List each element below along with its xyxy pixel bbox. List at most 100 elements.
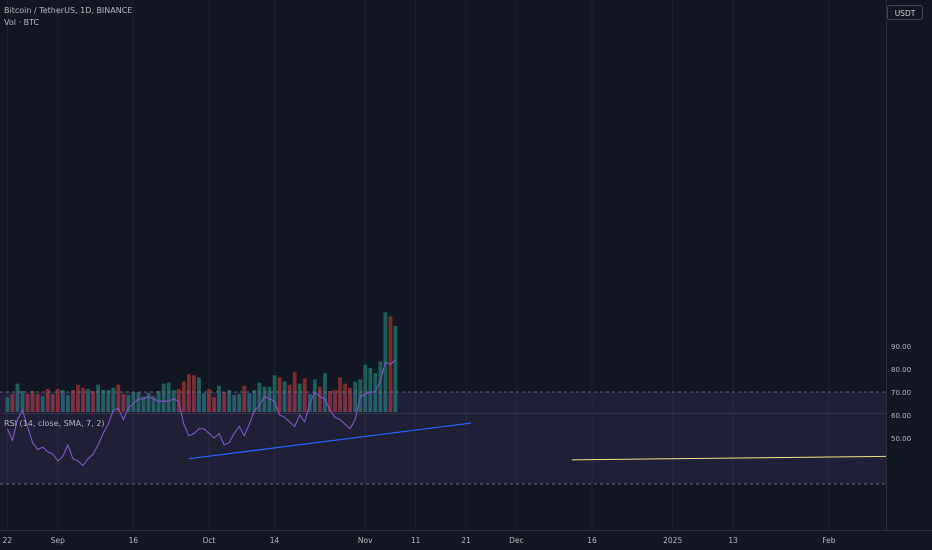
volume-bar [71, 389, 75, 412]
rsi-line [6, 359, 396, 467]
time-tick-label: Dec [509, 536, 524, 545]
symbol-title: Bitcoin / TetherUS, 1D, BINANCE [4, 6, 133, 15]
volume-bar [317, 386, 322, 412]
volume-bar [20, 391, 25, 412]
volume-bar [166, 382, 171, 412]
volume-bar [171, 389, 176, 412]
volume-bar [338, 377, 342, 412]
time-tick-label: 2025 [663, 536, 682, 545]
time-tick-label: 14 [270, 536, 280, 545]
volume-bar [217, 385, 221, 412]
volume-bar [227, 389, 232, 412]
rsi-pane[interactable] [0, 359, 887, 485]
volume-bar [126, 395, 131, 412]
rsi-projection-line [571, 455, 887, 461]
volume-bar [363, 364, 368, 412]
volume-bar [343, 383, 347, 412]
volume-bar [297, 383, 302, 412]
time-tick-label: Feb [822, 536, 836, 545]
time-axis[interactable]: 22 Sep 16 Oct 14 Nov 11 21 Dec 16 2025 13 Feb [3, 536, 836, 545]
volume-bar [55, 388, 60, 412]
volume-bar [30, 391, 35, 412]
volume-bar [212, 397, 216, 412]
volume-bar [353, 381, 358, 412]
volume-bar [136, 392, 141, 412]
volume-bar [197, 377, 201, 412]
volume-bar [146, 393, 151, 412]
rsi-tick-label: 50.00 [891, 435, 911, 443]
volume-bar [25, 394, 30, 412]
volume-bar [81, 387, 85, 412]
volume-bar [237, 394, 242, 412]
time-tick-label: 22 [3, 536, 13, 545]
volume-bar [131, 392, 136, 412]
time-tick-label: 11 [411, 536, 421, 545]
volume-bar [111, 387, 116, 412]
volume-bar [96, 384, 101, 412]
volume-bar [348, 387, 353, 412]
volume-bar [378, 361, 383, 412]
volume-bar [257, 382, 262, 412]
volume-bar [161, 383, 166, 412]
volume-bar [5, 397, 10, 412]
volume-bar [277, 377, 282, 412]
volume-bar [86, 388, 90, 412]
volume-bar [287, 384, 292, 412]
volume-bar [323, 373, 327, 412]
volume-bar [181, 381, 186, 412]
volume-bar [186, 374, 191, 412]
volume-bar [262, 386, 267, 412]
volume-bar [116, 384, 121, 412]
time-tick-label: 16 [587, 536, 597, 545]
volume-bar [65, 395, 70, 412]
volume-bar [202, 393, 206, 412]
volume-bar [151, 396, 156, 412]
price-axis[interactable]: 104,000.0096,000.0091,000.0086,000.0082,… [887, 0, 932, 443]
volume-bar [242, 385, 247, 412]
volume-bar [282, 381, 287, 412]
volume-bar [50, 394, 55, 412]
volume-bar [35, 394, 40, 412]
volume-bar [393, 325, 398, 412]
volume-bar [252, 389, 257, 412]
volume-bar [106, 389, 111, 412]
volume-legend: Vol · BTC [4, 18, 40, 27]
volume-bar [121, 394, 126, 412]
volume-bar [10, 394, 15, 412]
volume-bar [232, 395, 237, 412]
volume-bar [91, 391, 95, 412]
volume-bar [141, 396, 146, 412]
volume-bar [368, 367, 373, 412]
volume-bar [191, 375, 196, 412]
volume-bar [40, 396, 45, 412]
rsi-band-fill [0, 392, 886, 484]
rsi-trend-line [188, 422, 472, 460]
volume-bar [333, 389, 337, 412]
volume-bar [272, 375, 277, 412]
time-tick-label: 16 [129, 536, 139, 545]
volume-bar [76, 384, 80, 412]
volume-bar [45, 388, 50, 412]
time-tick-label: Sep [51, 536, 65, 545]
volume-bar [60, 389, 65, 412]
volume-bar [101, 389, 106, 412]
volume-bar [176, 388, 181, 412]
volume-bar [222, 392, 227, 412]
volume-bar [302, 378, 307, 412]
volume-bars [5, 312, 398, 412]
time-tick-label: Nov [358, 536, 373, 545]
volume-bar [373, 373, 378, 412]
rsi-tick-label: 70.00 [891, 389, 911, 397]
time-tick-label: 21 [461, 536, 471, 545]
rsi-tick-label: 90.00 [891, 343, 911, 351]
volume-bar [328, 391, 332, 412]
volume-bar [312, 379, 317, 412]
rsi-legend: RSI (14, close, SMA, 7, 2) [4, 419, 105, 428]
time-tick-label: 13 [728, 536, 738, 545]
volume-bar [247, 393, 252, 412]
volume-bar [15, 383, 20, 412]
rsi-tick-label: 60.00 [891, 412, 911, 420]
currency-button[interactable]: USDT [887, 5, 923, 20]
time-tick-label: Oct [203, 536, 216, 545]
